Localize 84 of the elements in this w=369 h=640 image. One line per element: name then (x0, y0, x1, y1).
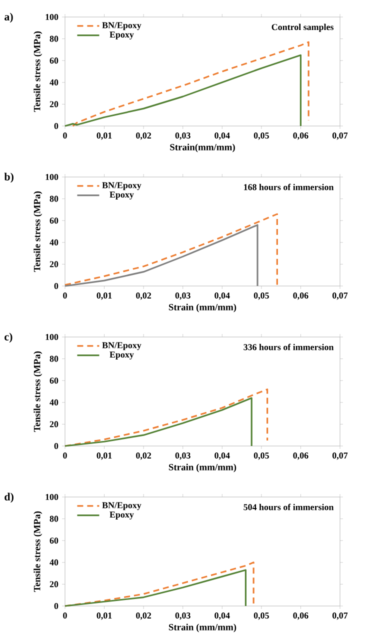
x-tick-label: 0,02 (136, 292, 152, 300)
x-tick-label: 0,07 (332, 452, 348, 460)
line-series (72, 41, 310, 127)
y-tick-label: 100 (46, 174, 58, 180)
y-tick-label: 20 (50, 421, 58, 428)
x-tick-label: 0,04 (214, 612, 230, 620)
x-tick-label: 0,03 (175, 612, 190, 620)
y-tick-label: 40 (50, 399, 58, 406)
legend-label: BN/Epoxy (102, 342, 142, 350)
x-axis-title: Strain(mm/mm) (170, 144, 235, 152)
x-axis-title: Strain (mm/mm) (168, 464, 236, 472)
annotation: 504 hours of immersion (244, 504, 334, 510)
line-series (64, 54, 302, 127)
legend-label: BN/Epoxy (102, 182, 142, 190)
x-tick-label: 0,04 (214, 132, 230, 140)
y-axis-title: Tensile stress (MPa) (34, 351, 42, 432)
x-tick-label: 0,07 (332, 612, 348, 620)
x-axis-title: Strain (mm/mm) (168, 304, 236, 312)
text: a) (4, 12, 13, 23)
legend-label: BN/Epoxy (102, 502, 142, 510)
y-tick-label: 40 (50, 79, 58, 86)
x-tick-label: 0,04 (214, 452, 230, 460)
x-tick-label: 0,01 (96, 452, 112, 460)
x-tick-label: 0,06 (293, 452, 308, 460)
legend-label: Epoxy (110, 352, 134, 360)
x-tick-label: 0,07 (332, 292, 348, 300)
y-axis-title: Tensile stress (MPa) (34, 511, 42, 592)
x-axis-title: Strain (mm/mm) (168, 624, 236, 632)
y-tick-label: 100 (46, 14, 58, 20)
legend-label: BN/Epoxy (102, 22, 142, 30)
y-tick-label: 20 (50, 101, 58, 108)
x-tick-label: 0,02 (136, 452, 152, 460)
legend-label: Epoxy (110, 192, 134, 200)
x-tick-label: 0 (63, 612, 67, 619)
x-tick-label: 0 (63, 132, 67, 139)
line-series (64, 397, 252, 447)
y-tick-label: 0 (54, 442, 58, 450)
y-tick-label: 60 (50, 538, 58, 544)
x-tick-label: 0,03 (175, 452, 190, 460)
annotation: 336 hours of immersion (244, 344, 334, 350)
y-tick-label: 100 (46, 494, 58, 500)
y-tick-label: 80 (50, 36, 58, 42)
y-tick-label: 60 (50, 218, 58, 224)
x-tick-label: 0,03 (175, 132, 190, 140)
annotation: Control samples (272, 24, 334, 32)
annotation: 168 hours of immersion (244, 184, 334, 190)
x-tick-label: 0,02 (136, 612, 152, 620)
x-tick-label: 0,05 (254, 612, 269, 620)
y-tick-label: 100 (46, 334, 58, 340)
y-tick-label: 0 (54, 122, 58, 130)
y-tick-label: 20 (50, 261, 58, 268)
y-tick-label: 0 (54, 602, 58, 610)
y-axis-title: Tensile stress (MPa) (34, 31, 42, 112)
x-tick-label: 0,05 (254, 452, 269, 460)
y-tick-label: 80 (50, 356, 58, 362)
y-tick-label: 0 (54, 282, 58, 290)
x-tick-label: 0 (63, 292, 67, 299)
x-tick-label: 0,02 (136, 132, 152, 140)
y-tick-label: 80 (50, 196, 58, 202)
x-tick-label: 0,01 (96, 132, 112, 140)
y-tick-label: 40 (50, 559, 58, 566)
y-tick-label: 60 (50, 378, 58, 384)
y-tick-label: 60 (50, 58, 58, 64)
line-series (64, 213, 278, 287)
y-tick-label: 80 (50, 516, 58, 522)
x-tick-label: 0,06 (293, 132, 308, 140)
text: b) (4, 172, 14, 183)
x-tick-label: 0,05 (254, 292, 269, 300)
y-axis-title: Tensile stress (MPa) (34, 191, 42, 272)
x-tick-label: 0,06 (293, 612, 308, 620)
x-tick-label: 0,06 (293, 292, 308, 300)
x-tick-label: 0 (63, 452, 67, 459)
x-tick-label: 0,05 (254, 132, 269, 140)
text: c) (4, 332, 12, 343)
x-tick-label: 0,01 (96, 612, 112, 620)
y-tick-label: 40 (50, 239, 58, 246)
y-tick-label: 20 (50, 581, 58, 588)
x-tick-label: 0,03 (175, 292, 190, 300)
legend-label: Epoxy (110, 512, 134, 520)
x-tick-label: 0,07 (332, 132, 348, 140)
x-tick-label: 0,04 (214, 292, 230, 300)
x-tick-label: 0,01 (96, 292, 112, 300)
legend-label: Epoxy (110, 32, 134, 40)
text: d) (4, 492, 14, 503)
